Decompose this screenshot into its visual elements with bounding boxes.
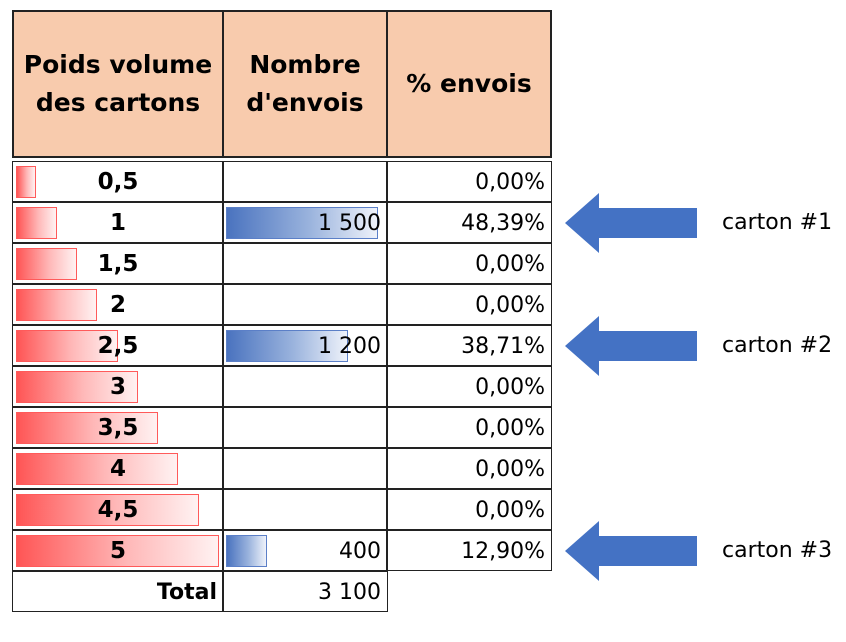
cell-envois[interactable]: 1 200 <box>222 325 388 366</box>
pct-value: 38,71% <box>461 334 545 359</box>
table-row: 4 0,00% <box>12 448 552 489</box>
cell-envois[interactable] <box>222 161 388 202</box>
cell-poids[interactable]: 3 <box>12 366 224 407</box>
arrow-left-icon <box>565 315 697 376</box>
envois-value: 400 <box>339 539 381 564</box>
carton-label: carton #1 <box>722 209 833 235</box>
cell-pct[interactable]: 0,00% <box>386 407 552 448</box>
poids-value: 3 <box>109 374 126 400</box>
table-row: 1 1 500 48,39% <box>12 202 552 243</box>
poids-value: 2,5 <box>97 333 139 359</box>
poids-value: 3,5 <box>97 415 139 441</box>
header-pct[interactable]: % envois <box>386 10 552 158</box>
poids-databar <box>16 535 219 567</box>
envois-databar <box>226 330 348 362</box>
poids-value: 1,5 <box>97 251 139 277</box>
pct-value: 0,00% <box>475 252 545 277</box>
table-row: 1,5 0,00% <box>12 243 552 284</box>
cell-pct[interactable]: 0,00% <box>386 448 552 489</box>
cell-poids[interactable]: 2 <box>12 284 224 325</box>
total-value: 3 100 <box>318 580 381 605</box>
cell-envois[interactable] <box>222 284 388 325</box>
poids-databar <box>16 248 77 280</box>
poids-value: 4 <box>109 456 126 482</box>
poids-databar <box>16 494 199 526</box>
cell-poids[interactable]: 1,5 <box>12 243 224 284</box>
table-row: 2,5 1 200 38,71% <box>12 325 552 366</box>
cell-envois[interactable] <box>222 407 388 448</box>
cell-poids[interactable]: 4 <box>12 448 224 489</box>
cell-pct[interactable]: 38,71% <box>386 325 552 366</box>
cell-envois[interactable] <box>222 366 388 407</box>
cell-pct[interactable]: 0,00% <box>386 489 552 530</box>
total-row: Total 3 100 <box>12 571 388 612</box>
table-row: 3 0,00% <box>12 366 552 407</box>
header-poids[interactable]: Poids volume des cartons <box>12 10 224 158</box>
cell-pct[interactable]: 0,00% <box>386 243 552 284</box>
cell-poids[interactable]: 3,5 <box>12 407 224 448</box>
poids-value: 4,5 <box>97 497 139 523</box>
poids-databar <box>16 412 158 444</box>
table-row: 4,5 0,00% <box>12 489 552 530</box>
envois-value: 1 500 <box>318 211 381 236</box>
cell-envois[interactable] <box>222 243 388 284</box>
cell-pct[interactable]: 12,90% <box>386 530 552 571</box>
envois-databar <box>226 207 378 239</box>
poids-databar <box>16 207 57 239</box>
table-row: 0,5 0,00% <box>12 161 552 202</box>
poids-value: 2 <box>109 292 126 318</box>
cell-pct[interactable]: 48,39% <box>386 202 552 243</box>
cell-pct[interactable]: 0,00% <box>386 366 552 407</box>
pct-value: 12,90% <box>461 539 545 564</box>
pct-value: 0,00% <box>475 170 545 195</box>
cell-envois[interactable] <box>222 489 388 530</box>
envois-value: 1 200 <box>318 334 381 359</box>
header-envois[interactable]: Nombre d'envois <box>222 10 388 158</box>
total-label: Total <box>156 580 217 605</box>
cell-poids[interactable]: 4,5 <box>12 489 224 530</box>
pct-value: 0,00% <box>475 416 545 441</box>
pct-value: 0,00% <box>475 375 545 400</box>
pct-value: 0,00% <box>475 498 545 523</box>
envois-databar <box>226 535 267 567</box>
table-row: 3,5 0,00% <box>12 407 552 448</box>
cell-envois[interactable]: 400 <box>222 530 388 571</box>
poids-value: 5 <box>109 538 126 564</box>
pct-value: 0,00% <box>475 293 545 318</box>
carton-label: carton #2 <box>722 332 833 358</box>
cell-poids[interactable]: 5 <box>12 530 224 571</box>
table-row: 2 0,00% <box>12 284 552 325</box>
cell-pct[interactable]: 0,00% <box>386 161 552 202</box>
cell-envois[interactable]: 1 500 <box>222 202 388 243</box>
pct-value: 48,39% <box>461 211 545 236</box>
cell-envois[interactable] <box>222 448 388 489</box>
total-label-cell[interactable]: Total <box>12 571 224 612</box>
poids-databar <box>16 166 36 198</box>
pct-value: 0,00% <box>475 457 545 482</box>
poids-value: 1 <box>109 210 126 236</box>
arrow-left-icon <box>565 192 697 253</box>
total-value-cell[interactable]: 3 100 <box>222 571 388 612</box>
carton-label: carton #3 <box>722 537 833 563</box>
poids-databar <box>16 330 118 362</box>
cell-poids[interactable]: 0,5 <box>12 161 224 202</box>
poids-value: 0,5 <box>97 169 139 195</box>
poids-databar <box>16 371 138 403</box>
cell-pct[interactable]: 0,00% <box>386 284 552 325</box>
poids-databar <box>16 453 178 485</box>
table-row: 5 400 12,90% <box>12 530 552 571</box>
poids-databar <box>16 289 97 321</box>
header-envois-label: Nombre d'envois <box>246 50 364 117</box>
header-poids-label: Poids volume des cartons <box>23 50 213 117</box>
header-pct-label: % envois <box>406 69 532 98</box>
arrow-left-icon <box>565 520 697 581</box>
cell-poids[interactable]: 2,5 <box>12 325 224 366</box>
cell-poids[interactable]: 1 <box>12 202 224 243</box>
